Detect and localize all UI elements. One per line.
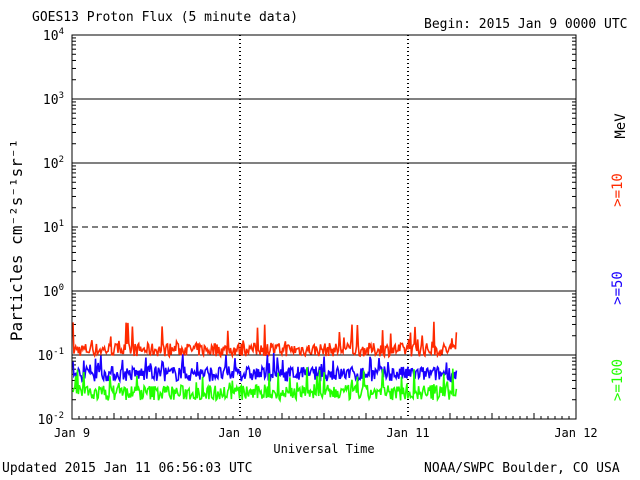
y-tick-label: 10-1 <box>38 347 65 364</box>
x-tick-label: Jan 9 <box>54 426 90 440</box>
y-tick-label: 102 <box>43 155 64 172</box>
y-tick-label: 10-2 <box>38 411 65 428</box>
y-tick-label: 103 <box>43 91 64 108</box>
x-axis-label: Universal Time <box>273 442 374 456</box>
begin-time: Begin: 2015 Jan 9 0000 UTC <box>424 17 628 32</box>
x-tick-label: Jan 12 <box>554 426 597 440</box>
x-tick-label: Jan 10 <box>218 426 261 440</box>
chart-title: GOES13 Proton Flux (5 minute data) <box>32 10 299 25</box>
legend-entry: >=10 <box>610 173 626 207</box>
x-tick-label: Jan 11 <box>386 426 429 440</box>
data-source: NOAA/SWPC Boulder, CO USA <box>424 461 620 476</box>
y-tick-labels: 10-2 10-1 100 101 102 103 104 <box>38 27 65 428</box>
updated-time: Updated 2015 Jan 11 06:56:03 UTC <box>2 461 253 476</box>
series-line-ge100 <box>72 367 458 403</box>
legend-entry: >=100 <box>610 359 626 401</box>
plot-frame <box>71 34 577 420</box>
x-tick-labels: Jan 9 Jan 10 Jan 11 Jan 12 <box>54 426 598 440</box>
legend: MeV >=10 >=50 >=100 <box>610 113 629 401</box>
y-tick-label: 104 <box>43 27 64 44</box>
y-tick-label: 100 <box>43 283 64 300</box>
y-tick-label: 101 <box>43 219 64 236</box>
legend-unit: MeV <box>613 113 629 139</box>
series-line-ge50 <box>72 352 458 384</box>
y-axis-label: Particles cm⁻²s⁻¹sr⁻¹ <box>7 139 26 341</box>
series-layer <box>72 321 458 403</box>
series-line-ge10 <box>72 321 458 359</box>
legend-entry: >=50 <box>610 271 626 305</box>
